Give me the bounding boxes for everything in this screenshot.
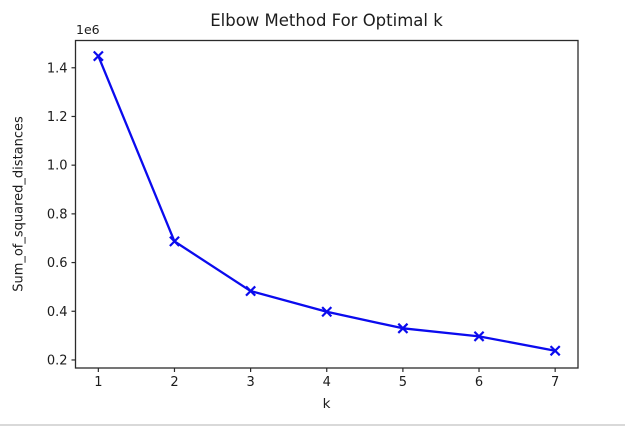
data-point-marker bbox=[245, 285, 256, 297]
x-tick-label: 2 bbox=[170, 375, 178, 390]
x-tick-label: 1 bbox=[94, 375, 102, 390]
x-axis-label: k bbox=[322, 396, 331, 412]
bottom-separator bbox=[0, 424, 625, 426]
y-tick-label: 0.8 bbox=[47, 207, 68, 222]
data-point-marker bbox=[92, 50, 104, 62]
x-tick-label: 5 bbox=[399, 375, 407, 390]
y-tick-label: 1.4 bbox=[47, 61, 68, 76]
y-tick-label: 1.0 bbox=[47, 159, 68, 174]
x-tick-label: 6 bbox=[475, 375, 483, 390]
x-tick-label: 4 bbox=[323, 375, 331, 390]
y-tick-label: 0.6 bbox=[47, 256, 68, 271]
y-tick-label: 0.4 bbox=[47, 305, 68, 320]
data-point-marker bbox=[549, 345, 561, 357]
data-point-marker bbox=[397, 322, 409, 334]
data-line bbox=[97, 55, 556, 352]
chart-title: Elbow Method For Optimal k bbox=[210, 11, 443, 30]
x-tick-label: 7 bbox=[551, 375, 559, 390]
data-point-marker bbox=[169, 236, 180, 247]
data-point-marker bbox=[321, 306, 333, 318]
y-axis-offset-text: 1e6 bbox=[76, 22, 100, 37]
x-tick-label: 3 bbox=[246, 375, 254, 390]
y-tick-label: 0.2 bbox=[47, 353, 68, 368]
y-tick-label: 1.2 bbox=[47, 110, 68, 125]
data-point-marker bbox=[473, 330, 485, 342]
axes-spines bbox=[74, 39, 579, 369]
